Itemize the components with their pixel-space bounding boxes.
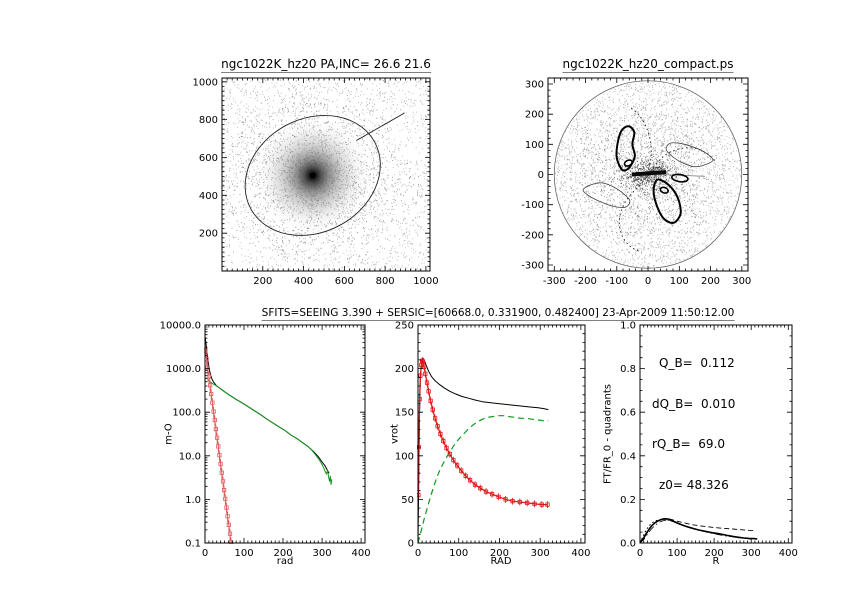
svg-text:100: 100 — [234, 548, 253, 559]
svg-text:1.0: 1.0 — [185, 495, 201, 506]
svg-text:600: 600 — [199, 153, 218, 164]
svg-text:400: 400 — [779, 548, 798, 559]
svg-text:300: 300 — [732, 276, 751, 287]
brightness-xaxis-label: rad — [276, 556, 294, 567]
fourier-xaxis-label: R — [712, 556, 720, 567]
svg-text:-200: -200 — [521, 230, 544, 241]
svg-text:100: 100 — [395, 451, 414, 462]
svg-text:200: 200 — [199, 229, 218, 240]
svg-text:0.2: 0.2 — [620, 495, 636, 506]
svg-text:0: 0 — [645, 276, 651, 287]
svg-text:200: 200 — [705, 548, 724, 559]
galaxy-panel-title-text: ngc1022K_hz20 PA,INC= 26.6 21.6 — [221, 57, 431, 73]
svg-text:100: 100 — [525, 140, 544, 151]
svg-text:200: 200 — [701, 276, 720, 287]
svg-text:100.0: 100.0 — [172, 408, 201, 419]
svg-text:100: 100 — [668, 548, 687, 559]
svg-text:100: 100 — [449, 548, 468, 559]
svg-text:-100: -100 — [521, 200, 544, 211]
svg-text:-200: -200 — [574, 276, 597, 287]
brightness-profile-plot: 0 100 200 300 400 0.1 1.0 10.0 100.0 1000.0 10000.… — [160, 321, 371, 560]
svg-text:150: 150 — [395, 408, 414, 419]
svg-text:0: 0 — [538, 170, 544, 181]
fourier-yaxis-label: FT/FR_0 - quadrants — [602, 384, 614, 484]
svg-text:0.4: 0.4 — [620, 451, 636, 462]
svg-text:10000.0: 10000.0 — [160, 321, 201, 332]
svg-text:800: 800 — [199, 115, 218, 126]
svg-text:10.0: 10.0 — [179, 451, 201, 462]
svg-text:0: 0 — [637, 548, 643, 559]
svg-text:1000: 1000 — [193, 77, 218, 88]
annotation-z0: z0= 48.326 — [659, 477, 729, 492]
annotation-qb: Q_B= 0.112 — [659, 356, 735, 370]
fit-parameters: Q_B= 0.112 dQ_B= 0.010 rQ_B= 69.0 z0= 48… — [652, 330, 735, 519]
svg-text:200: 200 — [395, 364, 414, 375]
svg-text:-100: -100 — [605, 276, 628, 287]
svg-text:300: 300 — [525, 80, 544, 91]
svg-text:0: 0 — [202, 548, 208, 559]
svg-text:1000: 1000 — [413, 276, 438, 287]
rotation-yaxis-label: vrot — [389, 424, 401, 444]
svg-text:200: 200 — [253, 276, 272, 287]
svg-text:400: 400 — [352, 548, 371, 559]
rotation-curve-plot: 0 100 200 300 400 0 50 100 150 200 250 — [395, 321, 591, 560]
svg-text:1000.0: 1000.0 — [166, 364, 201, 375]
svg-text:300: 300 — [531, 548, 550, 559]
svg-text:-300: -300 — [543, 276, 566, 287]
galaxy-image-plot: 200 400 600 800 1000 200 400 600 800 1000 — [193, 77, 439, 287]
svg-text:50: 50 — [401, 495, 414, 506]
svg-text:400: 400 — [571, 548, 590, 559]
svg-text:200: 200 — [525, 110, 544, 121]
rotation-xaxis-label: RAD — [490, 556, 512, 567]
svg-text:0.6: 0.6 — [620, 408, 636, 419]
svg-text:0.8: 0.8 — [620, 364, 636, 375]
svg-text:800: 800 — [376, 276, 395, 287]
svg-text:0.0: 0.0 — [620, 539, 636, 550]
svg-text:0: 0 — [408, 539, 414, 550]
annotation-rqb: rQ_B= 69.0 — [652, 437, 726, 451]
residual-panel-title: ngc1022K_hz20_compact.ps — [562, 57, 734, 73]
svg-text:300: 300 — [742, 548, 761, 559]
svg-text:600: 600 — [335, 276, 354, 287]
galaxy-panel-title: ngc1022K_hz20 PA,INC= 26.6 21.6 — [221, 57, 431, 73]
svg-text:250: 250 — [395, 321, 414, 332]
annotation-dqb: dQ_B= 0.010 — [652, 396, 736, 411]
fit-summary-title: SFITS=SEEING 3.390 + SERSIC=[60668.0, 0.… — [261, 307, 735, 321]
svg-text:300: 300 — [313, 548, 332, 559]
residual-panel-title-text: ngc1022K_hz20_compact.ps — [562, 57, 734, 73]
velocity-residual-plot: -300 -200 -100 0 100 200 300 -300 -200 -100 0 100 20… — [521, 77, 751, 287]
svg-text:1.0: 1.0 — [620, 321, 636, 332]
svg-text:200: 200 — [490, 548, 509, 559]
svg-text:400: 400 — [294, 276, 313, 287]
svg-text:400: 400 — [199, 191, 218, 202]
fit-summary-title-text: SFITS=SEEING 3.390 + SERSIC=[60668.0, 0.… — [261, 307, 735, 321]
brightness-yaxis-label: m-O — [163, 423, 175, 445]
svg-text:0: 0 — [415, 548, 421, 559]
fourier-quadrants-plot: 0 100 200 300 400 0.0 0.2 0.4 0.6 0.8 1.0 — [620, 321, 798, 560]
svg-text:0.1: 0.1 — [185, 539, 201, 550]
svg-text:200: 200 — [274, 548, 293, 559]
svg-text:-300: -300 — [521, 260, 544, 271]
svg-text:100: 100 — [670, 276, 689, 287]
